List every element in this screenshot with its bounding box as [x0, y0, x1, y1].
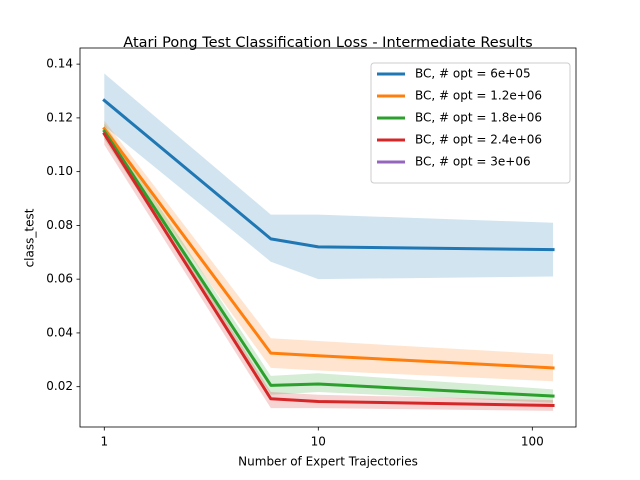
series-line [102, 126, 555, 370]
axes-frame [79, 47, 577, 428]
y-tick-label: 0.10 [46, 164, 73, 178]
legend-label: BC, # opt = 2.4e+06 [415, 133, 542, 147]
series-line [102, 131, 555, 408]
plot-area: 0.02 0.04 0.06 0.08 0.10 0.12 0.14 1 10 100 [46, 57, 555, 449]
legend-box [370, 62, 571, 184]
error-band [104, 73, 554, 280]
chart-title: Atari Pong Test Classification Loss - In… [123, 35, 532, 51]
legend-label: BC, # opt = 1.8e+06 [415, 111, 542, 125]
y-tick-label: 0.08 [46, 218, 73, 232]
y-tick-label: 0.06 [46, 272, 73, 286]
y-tick-label: 0.04 [46, 325, 73, 339]
x-tick-label: 100 [521, 435, 544, 449]
series-line [102, 129, 555, 398]
y-axis-label: class_test [23, 208, 37, 267]
series-line [102, 98, 555, 252]
y-tick-label: 0.12 [46, 110, 73, 124]
x-axis-label: Number of Expert Trajectories [238, 455, 418, 469]
legend-label: BC, # opt = 3e+06 [415, 155, 531, 169]
legend-label: BC, # opt = 6e+05 [415, 67, 531, 81]
legend: BC, # opt = 6e+05 BC, # opt = 1.2e+06 BC, … [370, 62, 571, 184]
error-band [104, 123, 554, 403]
x-tick-label: 1 [100, 435, 108, 449]
y-tick-label: 0.02 [46, 379, 73, 393]
y-tick-label: 0.14 [46, 57, 73, 71]
x-tick-label: 10 [311, 435, 326, 449]
legend-label: BC, # opt = 1.2e+06 [415, 89, 542, 103]
